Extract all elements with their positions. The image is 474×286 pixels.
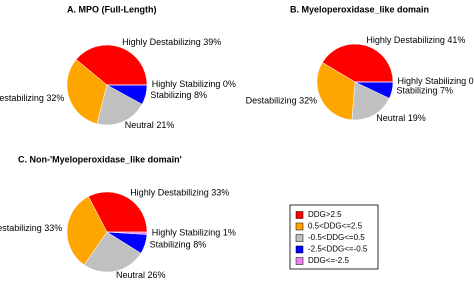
slice-value: 7%: [440, 86, 453, 96]
pie-slice: [66, 59, 108, 125]
slice-category: Highly Destabilizing: [122, 37, 201, 47]
slice-category: Stabilizing: [150, 91, 191, 101]
pie-slice: [83, 231, 142, 273]
slice-value: 1%: [223, 228, 236, 238]
slice-category: Highly Stabilizing: [152, 79, 221, 89]
slice-category: Highly Stabilizing: [152, 228, 221, 238]
legend-swatch: [295, 245, 304, 254]
chart-title: A. MPO (Full-Length): [67, 4, 156, 14]
legend-swatch: [295, 222, 304, 231]
chart-title: B. Myeloperoxidase_like domain: [290, 4, 429, 14]
slice-value: 33%: [44, 224, 62, 234]
slice-label: Highly Stabilizing 0%: [398, 76, 474, 86]
slice-value: 19%: [408, 113, 426, 123]
slice-value: 0%: [223, 79, 236, 89]
slice-value: 21%: [156, 120, 174, 130]
slice-category: Destabilizing: [0, 93, 44, 103]
legend-swatch: [295, 211, 304, 219]
pie-slice: [106, 231, 148, 235]
legend-label: 0.5<DDG<=2.5: [308, 222, 363, 231]
slice-category: Highly Stabilizing: [398, 76, 467, 86]
slice-value: 8%: [193, 240, 206, 250]
slice-category: Destabilizing: [0, 224, 42, 234]
slice-category: Stabilizing: [150, 240, 191, 250]
chart-title: C. Non-'Myeloperoxidase_like domain': [18, 154, 182, 164]
pie-slice: [75, 44, 148, 86]
slice-category: Stabilizing: [397, 86, 438, 96]
slice-label: Destabilizing 32%: [0, 93, 64, 103]
slice-value: 32%: [299, 96, 317, 106]
pie-slice: [66, 196, 108, 266]
pie-slice: [88, 191, 148, 233]
slice-label: Highly Stabilizing 0%: [152, 79, 236, 89]
pie-slice: [351, 81, 390, 121]
slice-label: Stabilizing 8%: [150, 91, 207, 101]
slice-value: 8%: [194, 91, 207, 101]
slice-label: Destabilizing 33%: [0, 224, 62, 234]
legend-label: DDG>2.5: [308, 210, 342, 219]
legend-swatch: [295, 257, 304, 265]
legend-box: [289, 204, 379, 270]
slice-label: Stabilizing 8%: [150, 240, 207, 250]
slice-category: Neutral: [116, 270, 145, 280]
slice-category: Neutral: [376, 113, 405, 123]
slice-category: Destabilizing: [246, 96, 297, 106]
legend-label: -2.5<DDG<=-0.5: [308, 245, 368, 254]
slice-label: Highly Stabilizing 1%: [152, 228, 236, 238]
slice-label: Stabilizing 7%: [397, 86, 454, 96]
slice-label: Neutral 26%: [116, 270, 166, 280]
slice-category: Neutral: [125, 120, 154, 130]
slice-category: Highly Destabilizing: [366, 35, 445, 45]
legend-label: DDG<=-2.5: [308, 256, 349, 265]
legend-label: -0.5<DDG<=0.5: [308, 233, 365, 242]
slice-value: 33%: [211, 188, 229, 198]
slice-value: 0%: [469, 76, 474, 86]
pie-slice: [96, 84, 143, 126]
legend-swatch: [295, 234, 304, 242]
slice-category: Highly Destabilizing: [130, 188, 209, 198]
pie-slice: [322, 43, 394, 83]
slice-value: 32%: [46, 93, 64, 103]
slice-label: Highly Destabilizing 39%: [122, 37, 221, 47]
slice-value: 41%: [447, 35, 465, 45]
slice-label: Neutral 19%: [376, 113, 426, 123]
slice-label: Highly Destabilizing 33%: [130, 188, 229, 198]
pie-slice: [316, 62, 356, 121]
slice-value: 26%: [148, 270, 166, 280]
slice-label: Neutral 21%: [125, 120, 175, 130]
slice-label: Highly Destabilizing 41%: [366, 35, 465, 45]
slice-value: 39%: [203, 37, 221, 47]
slice-label: Destabilizing 32%: [246, 96, 318, 106]
